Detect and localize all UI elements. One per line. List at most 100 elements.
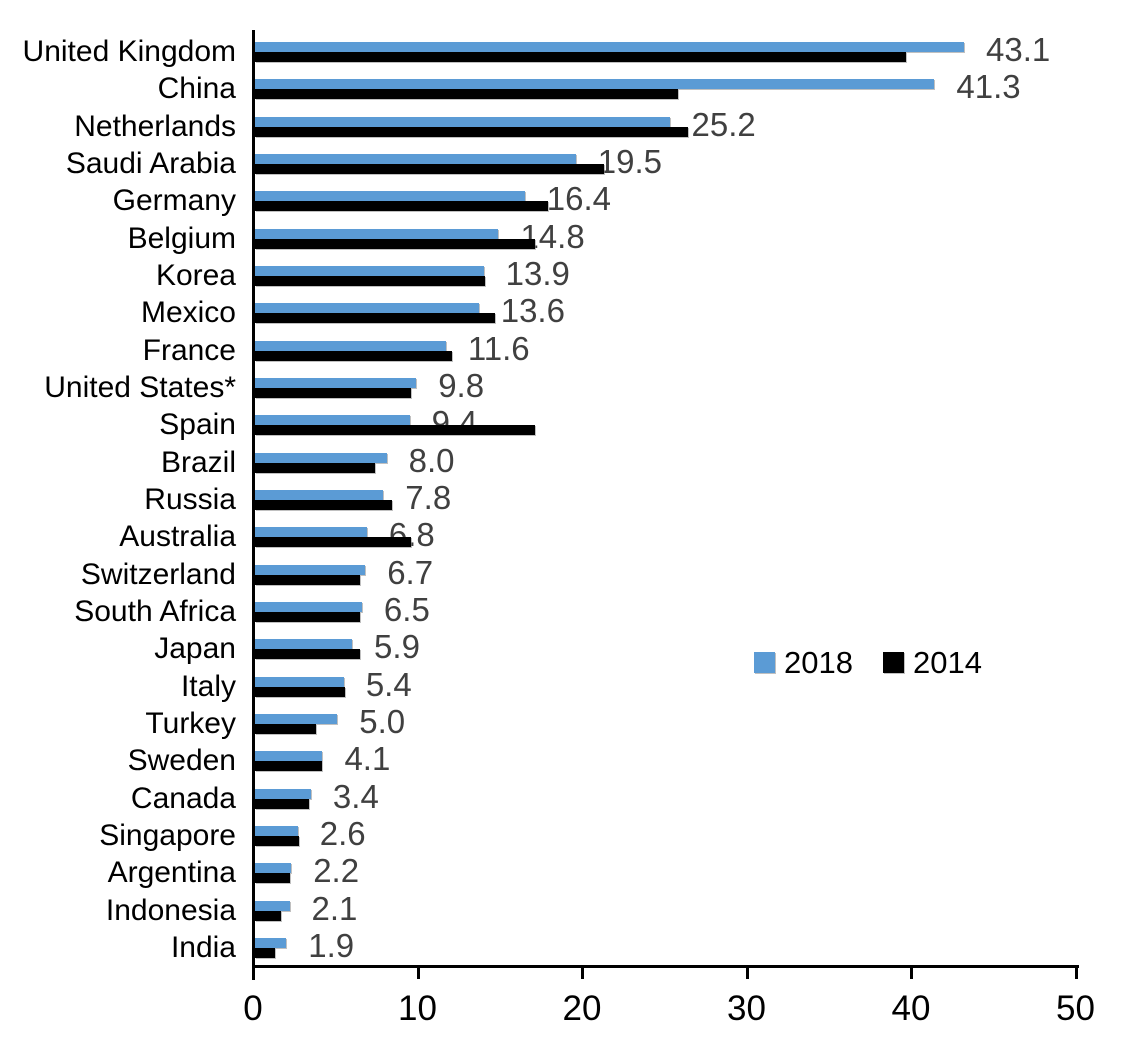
- category-label: Argentina: [107, 856, 236, 890]
- data-label: 6.7: [387, 553, 434, 591]
- data-label: 3.4: [332, 777, 379, 815]
- x-axis-line: [252, 965, 1079, 968]
- bar-2014: [255, 313, 496, 324]
- bar-2014: [255, 947, 275, 958]
- category-label: Switzerland: [80, 557, 236, 591]
- x-axis-tick-label: 30: [727, 989, 766, 1028]
- bar-2018: [255, 153, 576, 164]
- bar-2014: [255, 89, 678, 100]
- data-label: 19.5: [597, 142, 662, 180]
- x-axis-tick-mark: [581, 968, 584, 979]
- data-label: 2.2: [313, 852, 360, 890]
- bar-2018: [255, 639, 353, 650]
- data-label: 6.5: [383, 590, 430, 628]
- bar-2018: [255, 601, 362, 612]
- category-label: Italy: [180, 669, 236, 703]
- bar-2018: [255, 340, 446, 351]
- bar-2018: [255, 452, 387, 463]
- category-label: Belgium: [127, 221, 236, 255]
- bar-2014: [255, 611, 361, 622]
- x-axis-tick-label: 50: [1056, 989, 1095, 1028]
- x-axis-tick-mark: [910, 968, 913, 979]
- bar-2014: [255, 723, 316, 734]
- category-label: Saudi Arabia: [65, 146, 236, 180]
- category-label: Netherlands: [74, 109, 236, 143]
- bar-2014: [255, 201, 548, 212]
- category-label: Germany: [112, 184, 236, 218]
- bar-2014: [255, 873, 290, 884]
- bar-2014: [255, 238, 535, 249]
- bar-2014: [255, 350, 453, 361]
- data-label: 41.3: [956, 68, 1021, 106]
- category-label: Turkey: [145, 706, 236, 740]
- bar-2018: [255, 788, 311, 799]
- data-label: 5.4: [365, 665, 412, 703]
- bar-2014: [255, 798, 310, 809]
- x-axis-tick-label: 0: [243, 989, 263, 1028]
- bar-2014: [255, 499, 392, 510]
- legend-item-2018: 2018: [754, 645, 853, 680]
- y-axis-line: [252, 30, 255, 980]
- bar-2018: [255, 713, 338, 724]
- data-label: 13.9: [505, 254, 570, 292]
- data-label: 1.9: [308, 926, 355, 964]
- bar-2014: [255, 425, 535, 436]
- bar-2018: [255, 676, 344, 687]
- data-label: 4.1: [344, 740, 391, 778]
- bar-2018: [255, 415, 410, 426]
- bar-2014: [255, 910, 282, 921]
- legend: 2018 2014: [754, 645, 982, 680]
- bar-2018: [255, 900, 290, 911]
- bar-2018: [255, 564, 366, 575]
- data-label: 14.8: [520, 217, 585, 255]
- data-label: 9.4: [431, 404, 478, 442]
- category-label: France: [142, 333, 236, 367]
- category-label: Russia: [144, 482, 236, 516]
- bar-2018: [255, 79, 935, 90]
- data-label: 6.8: [388, 516, 435, 554]
- bar-2018: [255, 527, 367, 538]
- bar-2018: [255, 191, 525, 202]
- category-label: Australia: [119, 520, 236, 554]
- bar-2014: [255, 761, 323, 772]
- data-label: 16.4: [546, 180, 611, 218]
- bar-2018: [255, 751, 323, 762]
- data-label: 8.0: [408, 441, 455, 479]
- category-label: Japan: [154, 632, 236, 666]
- legend-item-2014: 2014: [882, 645, 982, 680]
- x-axis-tick-mark: [1074, 968, 1078, 979]
- data-label: 9.8: [438, 366, 485, 404]
- bar-2014: [255, 574, 361, 585]
- bar-2014: [255, 686, 346, 697]
- bar-2018: [255, 303, 479, 314]
- category-label: Korea: [155, 258, 236, 292]
- category-label: Brazil: [160, 445, 236, 479]
- x-axis-tick-mark: [416, 968, 420, 979]
- bar-2018: [255, 937, 287, 948]
- bar-2014: [255, 387, 412, 398]
- legend-swatch-2018: [754, 652, 775, 673]
- bar-2018: [255, 825, 298, 836]
- data-label: 11.6: [467, 329, 530, 367]
- x-axis-tick-label: 20: [562, 989, 602, 1028]
- data-label: 7.8: [405, 478, 452, 516]
- category-label: United States*: [44, 370, 236, 404]
- bar-2014: [255, 52, 907, 62]
- category-label: Sweden: [127, 744, 236, 778]
- category-label: Canada: [130, 781, 236, 815]
- bar-2014: [255, 275, 486, 286]
- category-label: India: [170, 930, 236, 964]
- legend-swatch-2014: [882, 652, 904, 673]
- legend-label: 2018: [784, 645, 853, 680]
- data-label: 5.9: [374, 628, 420, 666]
- category-label: Singapore: [99, 818, 236, 852]
- legend-label: 2014: [912, 645, 982, 680]
- bar-2014: [255, 835, 300, 846]
- data-label: 43.1: [985, 31, 1051, 68]
- bar-2014: [255, 126, 688, 137]
- category-label: China: [157, 72, 236, 106]
- x-axis-tick-label: 40: [891, 989, 931, 1028]
- bar-2018: [255, 42, 964, 52]
- bar-2018: [255, 265, 484, 276]
- bar-2018: [255, 228, 499, 239]
